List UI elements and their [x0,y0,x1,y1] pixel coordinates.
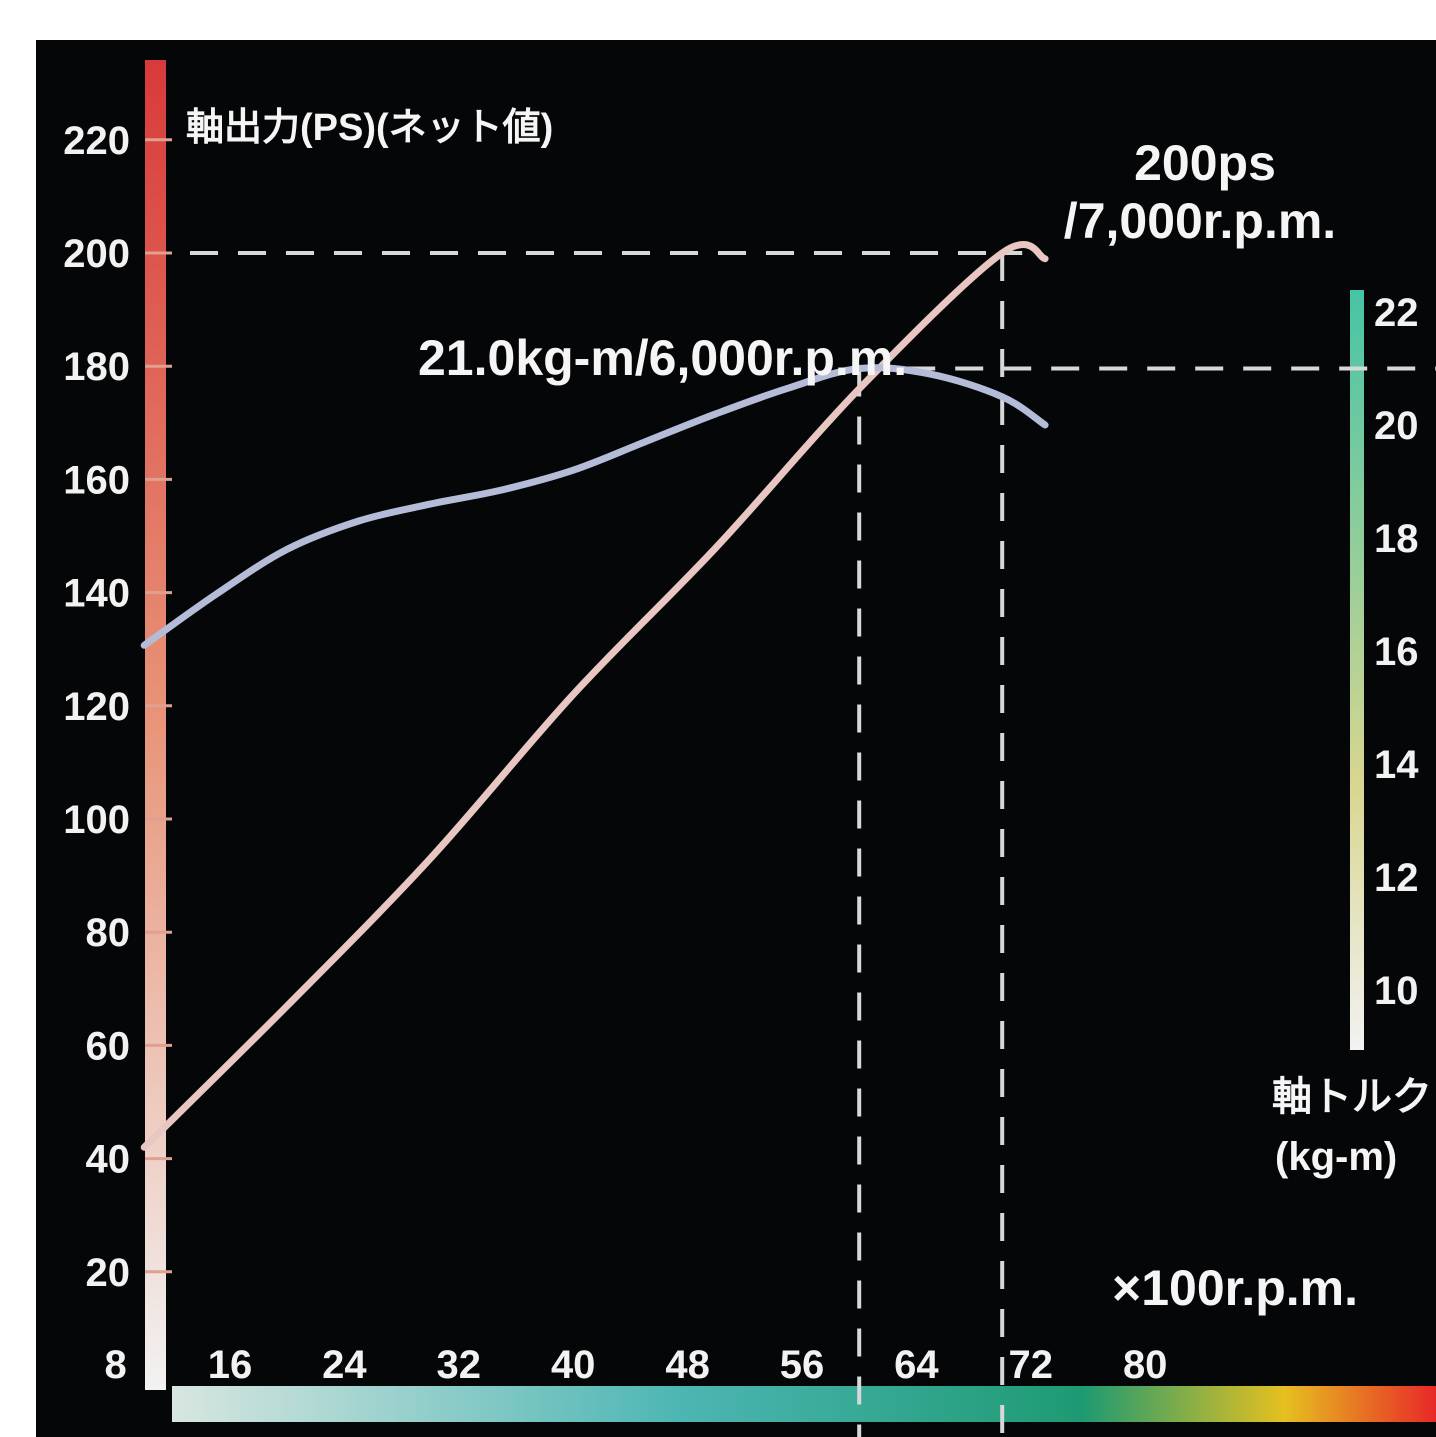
rpm-tick-label: 8 [104,1343,126,1387]
rpm-tick-label: 64 [894,1343,939,1387]
power-tick-label: 100 [63,798,130,842]
rpm-tick-label: 24 [322,1343,367,1387]
power-tick-label: 40 [86,1138,131,1182]
power-tick-label: 120 [63,685,130,729]
rpm-tick-label: 48 [665,1343,710,1387]
rpm-tick-label: 80 [1123,1343,1168,1387]
torque-axis-label-line2: (kg-m) [1275,1135,1397,1179]
torque-tick-label: 18 [1374,517,1419,561]
power-axis-bar [145,60,166,1390]
rpm-tick-label: 40 [551,1343,596,1387]
rpm-tick-label: 72 [1009,1343,1054,1387]
power-tick-label: 140 [63,572,130,616]
torque-tick-label: 20 [1374,404,1419,448]
reference-lines [190,251,1436,1437]
power-axis-label: 軸出力(PS)(ネット値) [186,107,553,149]
peak-power-label-line1: 200ps [1134,135,1276,191]
power-tick-label: 60 [86,1024,131,1068]
power-tick-label: 200 [63,232,130,276]
chart-frame [36,40,1436,1437]
power-tick-label: 20 [86,1251,131,1295]
ticks: 20 40 60 80 100 120 140 160 180 200 220 10 12 14 16 18 2… [63,119,1419,1387]
torque-tick-label: 12 [1374,856,1419,900]
power-tick-label: 160 [63,458,130,502]
torque-tick-label: 14 [1374,743,1419,787]
torque-curve [140,364,1049,649]
rpm-axis-bar [172,1386,1436,1422]
power-tick-label: 220 [63,119,130,163]
curves [140,241,1049,1151]
power-curve [140,241,1049,1151]
torque-tick-label: 22 [1374,291,1419,335]
peak-torque-label: 21.0kg-m/6,000r.p.m. [418,330,907,386]
torque-tick-label: 10 [1374,969,1419,1013]
power-tick-label: 180 [63,345,130,389]
rpm-tick-label: 16 [208,1343,253,1387]
rpm-tick-label: 56 [780,1343,825,1387]
torque-axis-bar [1350,290,1364,1050]
x-unit-label: ×100r.p.m. [1112,1260,1358,1316]
peak-power-label-line2: /7,000r.p.m. [1064,193,1336,249]
torque-tick-label: 16 [1374,630,1419,674]
rpm-tick-label: 32 [437,1343,482,1387]
torque-axis-label-line1: 軸トルク [1272,1075,1432,1119]
power-tick-label: 80 [86,911,131,955]
